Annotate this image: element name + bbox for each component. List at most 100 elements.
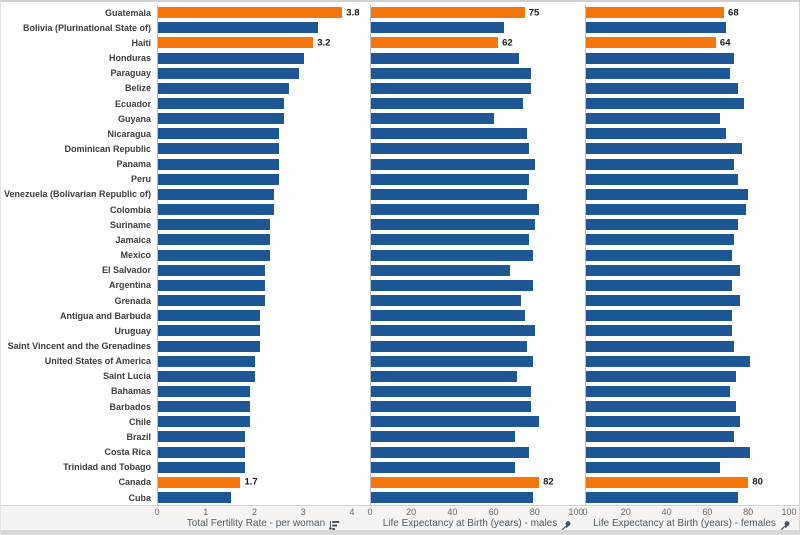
bar[interactable] <box>371 82 531 94</box>
bar[interactable] <box>158 22 319 34</box>
bar[interactable] <box>158 325 260 337</box>
bar[interactable] <box>586 82 739 94</box>
bar[interactable] <box>586 143 743 155</box>
bar[interactable] <box>586 461 720 473</box>
bar[interactable] <box>158 128 280 140</box>
bar[interactable] <box>158 52 304 64</box>
bar[interactable] <box>586 401 737 413</box>
highlighted-bar[interactable]: 75 <box>371 7 539 19</box>
bar[interactable] <box>371 310 525 322</box>
bar[interactable] <box>586 355 751 367</box>
bar[interactable] <box>158 264 265 276</box>
bar[interactable] <box>158 158 280 170</box>
bar[interactable] <box>158 310 260 322</box>
bar[interactable] <box>586 264 741 276</box>
bar[interactable] <box>586 416 741 428</box>
bar[interactable] <box>586 173 739 185</box>
bar[interactable] <box>371 401 531 413</box>
highlighted-bar[interactable]: 68 <box>586 7 739 19</box>
bar[interactable] <box>371 188 527 200</box>
bar[interactable] <box>371 67 531 79</box>
bar[interactable] <box>586 446 751 458</box>
bar[interactable] <box>158 82 289 94</box>
bar[interactable] <box>371 431 515 443</box>
males-axis-title[interactable]: Life Expectancy at Birth (years) - males <box>382 518 558 529</box>
bar[interactable] <box>158 249 270 261</box>
bar[interactable] <box>586 67 731 79</box>
bar[interactable] <box>586 249 733 261</box>
bar[interactable] <box>586 113 720 125</box>
bar[interactable] <box>371 340 527 352</box>
bar[interactable] <box>158 234 270 246</box>
bar[interactable] <box>586 431 735 443</box>
bar[interactable] <box>371 143 529 155</box>
bar[interactable] <box>586 325 733 337</box>
bar[interactable] <box>371 219 535 231</box>
bar[interactable] <box>371 249 533 261</box>
bar[interactable] <box>158 173 280 185</box>
bar[interactable] <box>586 279 733 291</box>
bar[interactable] <box>371 295 521 307</box>
bar[interactable] <box>158 219 270 231</box>
bar[interactable] <box>158 98 285 110</box>
bar[interactable] <box>586 52 735 64</box>
bar[interactable] <box>371 234 529 246</box>
bar[interactable] <box>158 295 265 307</box>
highlighted-bar[interactable]: 3.8 <box>158 7 360 19</box>
bar[interactable] <box>371 52 519 64</box>
pushpin-icon[interactable] <box>561 518 572 531</box>
bar[interactable] <box>586 234 735 246</box>
bar[interactable] <box>371 446 529 458</box>
pushpin-icon[interactable] <box>780 518 791 531</box>
highlighted-bar[interactable]: 1.7 <box>158 476 258 488</box>
bar[interactable] <box>371 22 505 34</box>
bar[interactable] <box>371 113 494 125</box>
bar[interactable] <box>158 385 251 397</box>
bar[interactable] <box>158 279 265 291</box>
bar[interactable] <box>586 340 735 352</box>
bar[interactable] <box>158 370 255 382</box>
fertility-axis-title[interactable]: Total Fertility Rate - per woman <box>186 518 326 529</box>
bar[interactable] <box>158 188 275 200</box>
bar[interactable] <box>371 325 535 337</box>
bar[interactable] <box>371 370 517 382</box>
sort-descending-icon[interactable] <box>328 518 340 530</box>
highlighted-bar[interactable]: 80 <box>586 476 763 488</box>
bar[interactable] <box>158 416 251 428</box>
bar[interactable] <box>158 113 285 125</box>
bar[interactable] <box>371 204 540 216</box>
highlighted-bar[interactable]: 3.2 <box>158 37 330 49</box>
bar[interactable] <box>158 401 251 413</box>
highlighted-bar[interactable]: 82 <box>371 476 554 488</box>
bar[interactable] <box>158 461 246 473</box>
bar[interactable] <box>371 385 531 397</box>
bar[interactable] <box>586 128 727 140</box>
bar[interactable] <box>586 370 737 382</box>
highlighted-bar[interactable]: 64 <box>586 37 730 49</box>
bar[interactable] <box>158 67 299 79</box>
bar[interactable] <box>586 385 731 397</box>
bar[interactable] <box>371 173 529 185</box>
bar[interactable] <box>158 355 255 367</box>
bar[interactable] <box>586 98 745 110</box>
bar[interactable] <box>158 446 246 458</box>
bar[interactable] <box>158 431 246 443</box>
bar[interactable] <box>586 188 749 200</box>
bar[interactable] <box>371 279 533 291</box>
bar[interactable] <box>586 219 739 231</box>
highlighted-bar[interactable]: 62 <box>371 37 513 49</box>
bar[interactable] <box>371 355 533 367</box>
bar[interactable] <box>586 295 741 307</box>
bar[interactable] <box>158 143 280 155</box>
bar[interactable] <box>586 158 735 170</box>
bar[interactable] <box>586 204 747 216</box>
bar[interactable] <box>371 264 511 276</box>
bar[interactable] <box>371 461 515 473</box>
bar[interactable] <box>158 492 231 504</box>
bar[interactable] <box>371 492 533 504</box>
bar[interactable] <box>586 22 727 34</box>
bar[interactable] <box>586 492 739 504</box>
bar[interactable] <box>158 340 260 352</box>
bar[interactable] <box>371 128 527 140</box>
bar[interactable] <box>371 98 523 110</box>
